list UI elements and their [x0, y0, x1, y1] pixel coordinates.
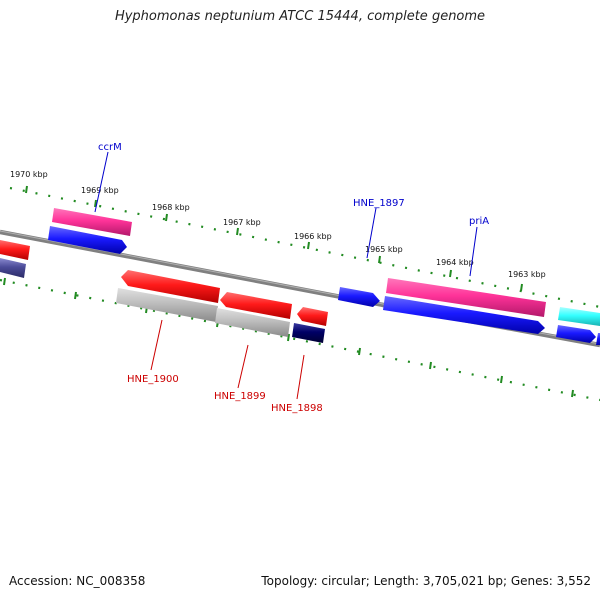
- major-tick: [520, 283, 523, 292]
- major-tick: [500, 375, 503, 384]
- gene-block[interactable]: [116, 288, 218, 322]
- kbp-label: 1968 kbp: [152, 203, 190, 212]
- gene-label-hne1897[interactable]: HNE_1897: [353, 198, 405, 209]
- gene-label-hne1900[interactable]: HNE_1900: [127, 374, 179, 385]
- gene-arrow-hne1899[interactable]: [220, 292, 292, 319]
- kbp-label: 1967 kbp: [223, 218, 261, 227]
- major-tick: [94, 199, 97, 208]
- kbp-label: 1964 kbp: [436, 258, 474, 267]
- major-tick: [287, 333, 290, 342]
- gene-arrow-pria[interactable]: [386, 278, 546, 317]
- gene-label-pria[interactable]: priA: [469, 216, 489, 227]
- major-tick: [74, 291, 77, 300]
- gene-block[interactable]: [292, 323, 325, 343]
- outer-tick-track: [9, 185, 600, 309]
- inner-genes: [116, 288, 325, 343]
- major-tick: [25, 185, 28, 194]
- gene-label-ccrm[interactable]: ccrM: [98, 142, 122, 153]
- gene-arrow-hne1900[interactable]: [121, 270, 220, 303]
- gene-arrow-forward[interactable]: [383, 296, 545, 334]
- gene-arrow-hne1897[interactable]: [338, 287, 380, 307]
- gene-label-hne1898[interactable]: HNE_1898: [271, 403, 323, 414]
- genome-title: Hyphomonas neptunium ATCC 15444, complet…: [114, 9, 486, 24]
- major-tick: [378, 255, 381, 264]
- gene-arrow-forward[interactable]: [596, 333, 600, 345]
- major-tick: [449, 269, 452, 278]
- gene-labels: ccrM HNE_1897 priA HNE_1900 HNE_1899 HNE…: [98, 142, 489, 414]
- major-tick: [358, 347, 361, 356]
- kbp-label: 1970 kbp: [10, 170, 48, 179]
- gene-arrow-forward[interactable]: [556, 325, 596, 343]
- outer-genes: [0, 208, 600, 345]
- kbp-label: 1966 kbp: [294, 232, 332, 241]
- gene-arrow-hne1898[interactable]: [297, 307, 328, 326]
- inner-tick-track: [0, 277, 600, 402]
- major-tick: [429, 361, 432, 370]
- gene-arrow-forward[interactable]: [48, 226, 127, 254]
- topology-text: Topology: circular; Length: 3,705,021 bp…: [261, 574, 591, 588]
- accession-text: Accession: NC_008358: [9, 574, 146, 588]
- kbp-label: 1963 kbp: [508, 270, 546, 279]
- kbp-label: 1965 kbp: [365, 245, 403, 254]
- major-tick: [165, 213, 168, 222]
- major-tick: [571, 389, 574, 398]
- gene-arrow-ccrm[interactable]: [52, 208, 132, 236]
- gene-block[interactable]: [215, 308, 290, 337]
- major-tick: [307, 241, 310, 250]
- label-leader-lines: [94, 151, 478, 400]
- gene-arrow-forward[interactable]: [0, 258, 26, 278]
- gene-arrow-reverse[interactable]: [0, 240, 30, 260]
- gene-arrow-forward[interactable]: [558, 307, 600, 326]
- major-tick: [3, 277, 6, 286]
- major-tick: [236, 227, 239, 236]
- gene-label-hne1899[interactable]: HNE_1899: [214, 391, 266, 402]
